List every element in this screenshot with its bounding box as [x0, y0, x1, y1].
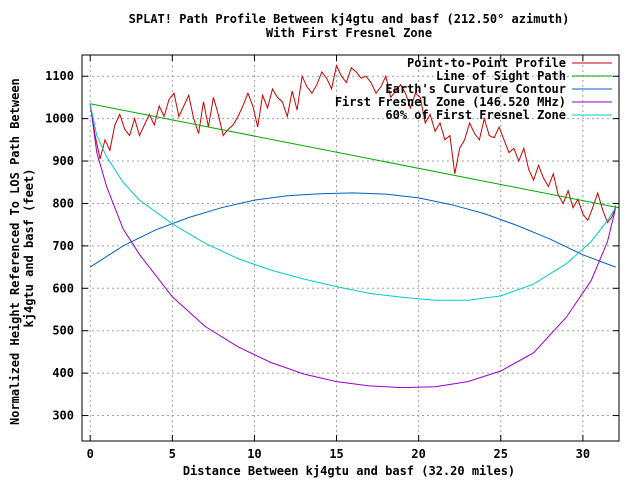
x-tick-label: 25	[494, 447, 508, 461]
x-tick-label: 0	[87, 447, 94, 461]
x-tick-label: 30	[576, 447, 590, 461]
y-tick-label: 600	[52, 281, 74, 295]
y-tick-label: 300	[52, 409, 74, 423]
y-tick-label: 1100	[45, 69, 74, 83]
y-axis-label-line-1: Normalized Height Referenced To LOS Path…	[8, 78, 22, 425]
series-60-of-first-fresnel-zone	[89, 103, 617, 301]
legend-label-60-of-first-fresnel-zone: 60% of First Fresnel Zone	[385, 108, 566, 122]
x-tick-label: 20	[411, 447, 425, 461]
chart-subtitle: With First Fresnel Zone	[266, 26, 432, 40]
series-point-to-point-profile	[89, 64, 617, 224]
x-axis-label: Distance Between kj4gtu and basf (32.20 …	[183, 464, 515, 478]
x-tick-label: 15	[329, 447, 343, 461]
series-earth-s-curvature-contour	[89, 192, 616, 268]
legend-label-point-to-point-profile: Point-to-Point Profile	[407, 56, 566, 70]
series-line-of-sight-path	[90, 103, 620, 209]
tick-labels: 0 5 10 15 20 25 30 300 400 500 600 700 800 900 1000 110…	[45, 55, 619, 461]
y-tick-label: 800	[52, 196, 74, 210]
series-layer	[89, 64, 620, 389]
y-tick-label: 500	[52, 324, 74, 338]
legend-label-first-fresnel-zone-146-520-mhz: First Fresnel Zone (146.520 MHz)	[335, 95, 566, 109]
x-tick-label: 10	[247, 447, 261, 461]
grid	[82, 55, 619, 441]
y-tick-label: 400	[52, 366, 74, 380]
legend-label-earth-s-curvature-contour: Earth's Curvature Contour	[385, 82, 566, 96]
plot-frame	[81, 54, 620, 442]
series-first-fresnel-zone-146-520-mhz	[89, 103, 617, 389]
x-tick-label: 5	[169, 447, 176, 461]
legend-label-line-of-sight-path: Line of Sight Path	[436, 69, 566, 83]
chart-title: SPLAT! Path Profile Between kj4gtu and b…	[129, 12, 570, 26]
y-tick-label: 900	[52, 154, 74, 168]
y-axis-label-line-2: kj4gtu and basf (feet)	[22, 169, 36, 328]
y-tick-label: 1000	[45, 112, 74, 126]
y-axis-label: Normalized Height Referenced To LOS Path…	[8, 71, 36, 425]
y-tick-label: 700	[52, 239, 74, 253]
